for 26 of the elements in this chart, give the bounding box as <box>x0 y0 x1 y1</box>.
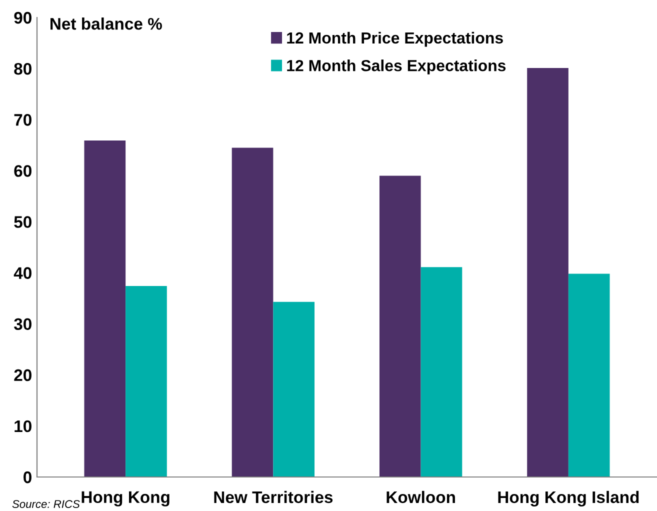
y-tick-label: 40 <box>14 267 32 279</box>
legend-label: 12 Month Price Expectations <box>287 32 503 47</box>
bar <box>568 274 610 477</box>
y-tick-label: 0 <box>24 471 32 484</box>
x-tick-label: Hong Kong Island <box>498 490 639 506</box>
x-tick-label: Kowloon <box>386 490 455 504</box>
y-tick-label: 90 <box>14 12 32 24</box>
x-tick-label: Hong Kong <box>82 491 170 506</box>
bar <box>379 176 421 477</box>
y-tick-label: 70 <box>14 114 32 126</box>
y-axis-title: Net balance % <box>50 18 162 30</box>
bar <box>273 302 315 477</box>
y-tick-label: 30 <box>14 318 32 330</box>
bar <box>527 68 568 477</box>
bar <box>84 140 126 477</box>
source-note: Source: RICS <box>12 500 80 508</box>
x-tick-label: New Territories <box>214 490 333 504</box>
y-tick-label: 60 <box>14 165 32 177</box>
bar <box>232 148 274 477</box>
y-tick-label: 50 <box>14 216 32 228</box>
bar <box>126 286 167 477</box>
y-tick-label: 80 <box>14 62 32 75</box>
legend-label: 12 Month Sales Expectations <box>287 60 506 74</box>
y-tick-label: 20 <box>14 369 32 382</box>
bar <box>420 267 462 477</box>
y-tick-label: 10 <box>14 420 32 432</box>
